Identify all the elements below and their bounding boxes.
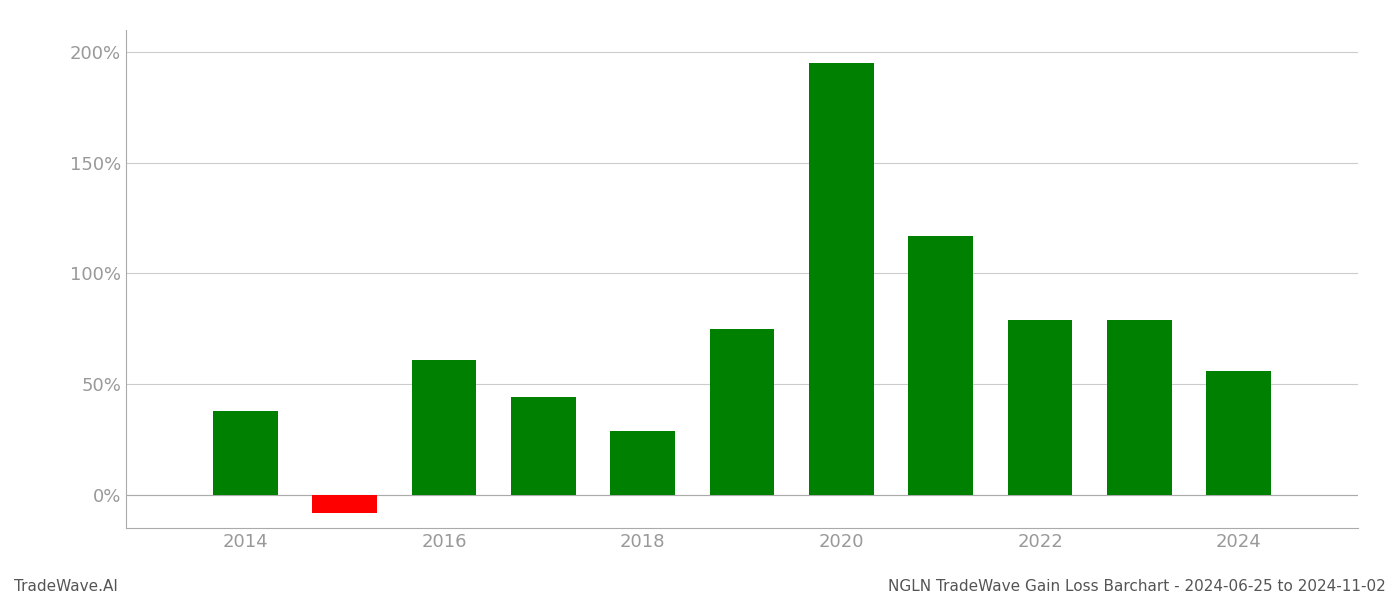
Bar (909, 236, 973, 495)
Bar (1207, 371, 1271, 495)
Bar (710, 329, 774, 495)
Text: NGLN TradeWave Gain Loss Barchart - 2024-06-25 to 2024-11-02: NGLN TradeWave Gain Loss Barchart - 2024… (888, 579, 1386, 594)
Bar (809, 63, 874, 495)
Bar (412, 360, 476, 495)
Bar (312, 495, 377, 512)
Bar (1107, 320, 1172, 495)
Bar (610, 431, 675, 495)
Text: TradeWave.AI: TradeWave.AI (14, 579, 118, 594)
Bar (1008, 320, 1072, 495)
Bar (511, 397, 575, 495)
Bar (213, 410, 277, 495)
